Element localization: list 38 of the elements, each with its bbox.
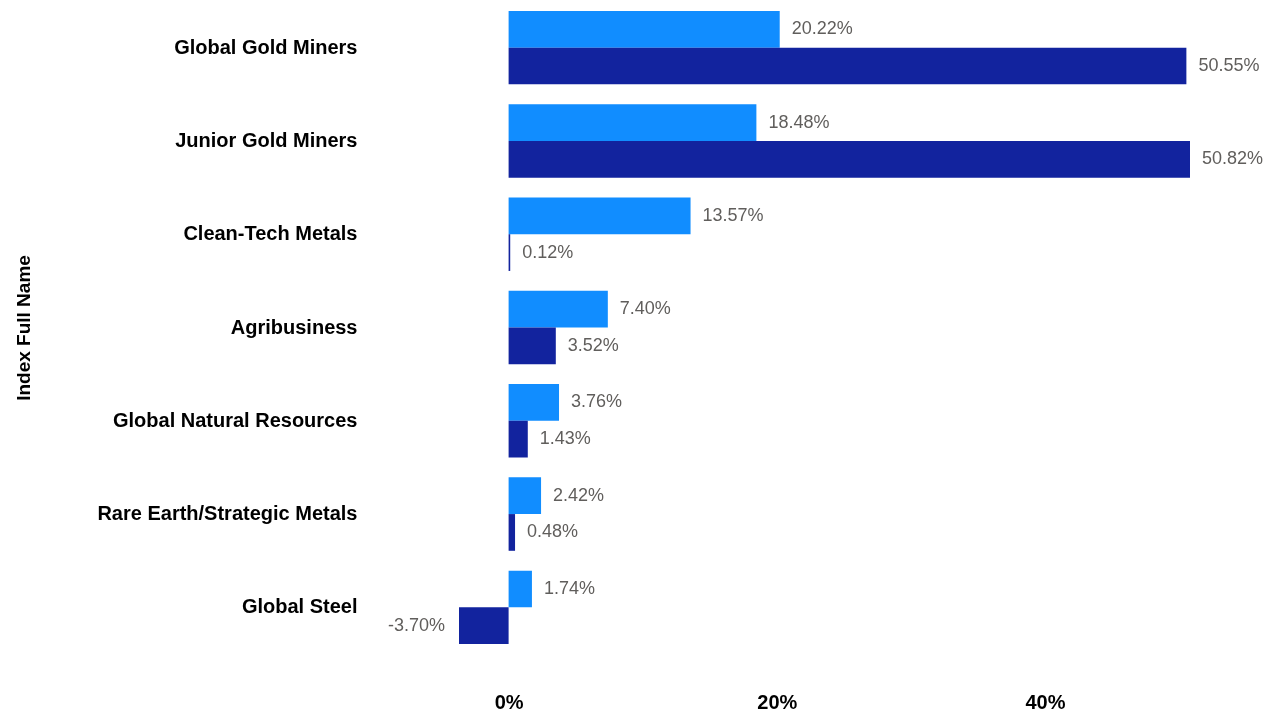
- data-label: 2.42%: [553, 484, 605, 505]
- data-label: 50.82%: [1202, 148, 1264, 169]
- y-tick-label: Junior Gold Miners: [175, 128, 358, 151]
- data-label: 20.22%: [791, 18, 853, 39]
- bar: [508, 10, 780, 48]
- data-label: 1.74%: [543, 577, 595, 598]
- y-tick-label: Rare Earth/Strategic Metals: [97, 502, 358, 525]
- x-tick-label: 40%: [1025, 690, 1066, 713]
- bar: [508, 327, 556, 365]
- data-label: 1.43%: [539, 428, 591, 449]
- bar: [508, 104, 757, 141]
- bar: [508, 47, 1187, 85]
- bar: [508, 477, 542, 515]
- bar: [508, 197, 691, 235]
- y-tick-label: Global Steel: [241, 595, 358, 618]
- y-tick-label: Clean-Tech Metals: [183, 222, 358, 245]
- y-tick-label: Global Natural Resources: [112, 408, 358, 431]
- bar: [508, 420, 528, 458]
- data-label: 18.48%: [768, 111, 830, 132]
- data-label: 7.40%: [619, 298, 671, 319]
- data-label: 13.57%: [702, 204, 764, 225]
- bar: [508, 514, 516, 551]
- bar: [459, 607, 509, 645]
- y-axis-title: Index Full Name: [12, 255, 34, 401]
- y-tick-label: Global Gold Miners: [174, 35, 358, 58]
- data-label: 3.52%: [567, 334, 619, 355]
- data-label: 0.48%: [527, 521, 579, 542]
- data-label: -3.70%: [387, 614, 445, 635]
- bar: [508, 384, 560, 421]
- x-tick-label: 0%: [494, 690, 524, 713]
- y-tick-label: Agribusiness: [230, 315, 358, 338]
- bar: [508, 290, 608, 328]
- data-label: 3.76%: [571, 391, 623, 412]
- x-tick-label: 20%: [757, 690, 798, 713]
- bar: [508, 570, 532, 608]
- data-label: 0.12%: [522, 241, 574, 262]
- bar: [508, 140, 1190, 178]
- data-label: 50.55%: [1198, 55, 1260, 76]
